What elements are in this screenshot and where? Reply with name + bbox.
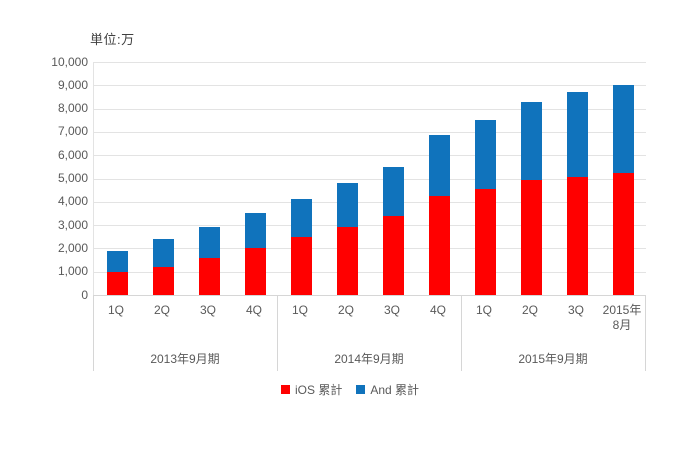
x-tick-label: 3Q — [199, 303, 216, 317]
bar-segment-ios — [244, 248, 266, 295]
bar-segment-ios — [290, 236, 312, 295]
gridline — [94, 271, 646, 273]
bar-segment-ios — [336, 227, 358, 295]
bar-stack — [566, 92, 588, 295]
bar-stack — [520, 101, 542, 295]
x-tick-label: 1Q — [107, 303, 124, 317]
gridline — [94, 178, 646, 180]
y-axis-label: 3,000 — [57, 217, 88, 232]
bar-stack — [612, 85, 634, 295]
x-tick-label: 4Q — [245, 303, 262, 317]
x-tick-label: 3Q — [567, 303, 584, 317]
x-tick-label: 1Q — [475, 303, 492, 317]
unit-label: 単位:万 — [90, 32, 135, 47]
x-tick-label: 2Q — [153, 303, 170, 317]
bar-segment-android — [428, 135, 450, 196]
y-axis-label: 10,000 — [51, 54, 88, 69]
gridline — [94, 248, 646, 250]
y-axis-label: 0 — [81, 287, 88, 302]
bar-segment-android — [290, 199, 312, 237]
bar-segment-ios — [612, 172, 634, 295]
bar-segment-android — [520, 101, 542, 180]
bar-segment-ios — [106, 271, 128, 295]
y-axis-label: 5,000 — [57, 171, 88, 185]
bar-segment-ios — [198, 257, 220, 295]
gridline — [94, 201, 646, 203]
bar-stack — [474, 120, 496, 295]
bar-segment-android — [106, 250, 128, 272]
bar-segment-android — [152, 239, 174, 268]
x-axis-group-separator — [645, 295, 646, 371]
x-axis-group-label: 2015年9月期 — [518, 352, 588, 366]
bar-segment-android — [382, 166, 404, 216]
gridline — [94, 62, 646, 63]
bar-segment-ios — [566, 177, 588, 295]
bar-stack — [336, 183, 358, 295]
bar-segment-android — [474, 120, 496, 189]
gridline — [94, 155, 646, 157]
legend-item: And 累計 — [356, 381, 419, 398]
legend-swatch-icon — [280, 385, 290, 394]
bar-segment-android — [198, 227, 220, 258]
x-tick-label: 2Q — [521, 303, 538, 317]
y-axis-label: 6,000 — [57, 147, 88, 162]
bar-stack — [244, 213, 266, 295]
bar-segment-android — [612, 85, 634, 173]
bar-segment-ios — [474, 189, 496, 295]
bar-stack — [152, 239, 174, 295]
y-axis-label: 7,000 — [57, 124, 88, 139]
gridline — [94, 225, 646, 227]
y-axis-label: 4,000 — [57, 194, 88, 209]
x-axis-group-separator — [93, 295, 94, 371]
x-axis-group-label: 2013年9月期 — [150, 352, 220, 366]
bar-stack — [290, 199, 312, 295]
x-tick-label: 2Q — [337, 303, 354, 317]
bar-segment-ios — [428, 195, 450, 295]
y-axis-label: 8,000 — [57, 101, 88, 116]
x-axis-group-separator — [277, 295, 278, 371]
bar-stack — [198, 227, 220, 295]
x-axis-group-separator — [461, 295, 462, 371]
bar-segment-ios — [520, 179, 542, 295]
bar-segment-ios — [152, 267, 174, 295]
bar-stack — [106, 250, 128, 295]
bar-segment-android — [566, 92, 588, 178]
gridline — [94, 108, 646, 110]
legend: iOS 累計 And 累計 — [0, 381, 700, 398]
x-tick-label: 1Q — [291, 303, 308, 317]
x-axis-group-label: 2014年9月期 — [334, 352, 404, 366]
gridline — [94, 85, 646, 87]
bar-segment-android — [244, 213, 266, 249]
plot-area — [93, 62, 646, 296]
y-axis-label: 9,000 — [57, 77, 88, 92]
legend-label: And 累計 — [370, 383, 420, 397]
legend-swatch-icon — [356, 385, 366, 394]
y-axis-label: 1,000 — [57, 264, 88, 279]
gridline — [94, 131, 646, 133]
x-tick-label: 2015年 8月 — [602, 303, 642, 332]
bar-stack — [382, 166, 404, 295]
x-tick-label: 4Q — [429, 303, 446, 317]
bar-stack — [428, 135, 450, 295]
y-axis-label: 2,000 — [57, 240, 88, 255]
bar-segment-android — [336, 183, 358, 228]
legend-label: iOS 累計 — [294, 383, 343, 397]
x-tick-label: 3Q — [383, 303, 400, 317]
legend-item: iOS 累計 — [280, 381, 343, 398]
bar-segment-ios — [382, 215, 404, 295]
